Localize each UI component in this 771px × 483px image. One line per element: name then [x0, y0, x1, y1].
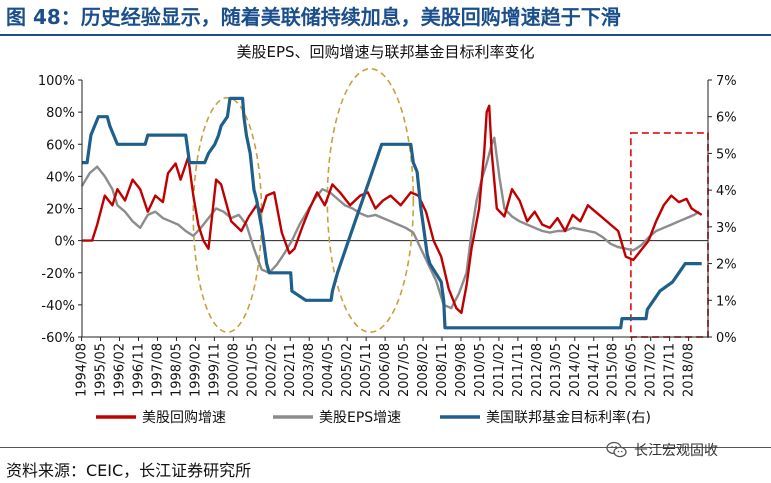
- right-tick-label: 7%: [716, 74, 737, 89]
- x-tick-label: 2008/11: [435, 343, 450, 397]
- x-tick-label: 2003/08: [302, 343, 317, 397]
- left-tick-label: -20%: [41, 267, 75, 282]
- x-tick-label: 2004/05: [321, 343, 336, 397]
- x-tick-label: 1996/11: [131, 343, 146, 397]
- x-tick-label: 2014/02: [568, 343, 583, 397]
- x-tick-label: 2016/05: [625, 343, 640, 397]
- left-tick-label: 20%: [46, 203, 75, 218]
- series-line-0: [82, 104, 703, 315]
- right-tick-label: 1%: [716, 294, 737, 309]
- right-tick-label: 6%: [716, 111, 737, 126]
- right-tick-label: 0%: [716, 331, 737, 346]
- left-tick-label: 40%: [46, 170, 75, 185]
- x-tick-label: 2011/11: [511, 343, 526, 397]
- x-tick-label: 2011/02: [492, 343, 507, 397]
- x-tick-label: 1996/02: [113, 343, 128, 397]
- x-tick-label: 1997/08: [150, 343, 165, 397]
- x-tick-label: 2009/08: [454, 343, 469, 397]
- left-tick-label: -40%: [41, 299, 75, 314]
- x-tick-label: 1999/02: [188, 343, 203, 397]
- watermark-text: 长江宏观固收: [634, 443, 718, 459]
- right-tick-label: 4%: [716, 184, 737, 199]
- legend: 美股回购增速 美股EPS增速 美国联邦基金目标利率(右): [96, 409, 651, 426]
- x-tick-label: 1994/08: [75, 343, 90, 397]
- x-tick-label: 2015/08: [606, 343, 621, 397]
- x-tick-label: 2008/02: [416, 343, 431, 397]
- x-tick-label: 2005/11: [359, 343, 374, 397]
- left-tick-label: -60%: [41, 331, 75, 346]
- x-tick-label: 2017/11: [663, 343, 678, 397]
- x-tick-label: 2001/05: [245, 343, 260, 397]
- series-line-1: [80, 136, 700, 310]
- x-tick-label: 2000/08: [226, 343, 241, 397]
- left-tick-label: 80%: [46, 106, 75, 121]
- axes: -60% -40% -20% 0% 20% 40% 60% 80% 100% 0% 1% 2% 3% 4%…: [38, 74, 737, 397]
- x-tick-label: 2007/05: [397, 343, 412, 397]
- left-tick-label: 0%: [54, 235, 75, 250]
- x-tick-label: 1998/05: [169, 343, 184, 397]
- x-tick-label: 2002/11: [283, 343, 298, 397]
- x-tick-label: 2005/02: [340, 343, 355, 397]
- figure-title: 图 48：历史经验显示，随着美联储持续加息，美股回购增速趋于下滑: [6, 5, 621, 29]
- left-tick-label: 60%: [46, 138, 75, 153]
- x-tick-label: 2018/08: [682, 343, 697, 397]
- x-tick-label: 2002/02: [264, 343, 279, 397]
- highlight-box: [629, 132, 709, 338]
- right-tick-label: 3%: [716, 221, 737, 236]
- x-tick-label: 1999/11: [207, 343, 222, 397]
- source-note: 资料来源：CEIC，长江证券研究所: [6, 461, 252, 480]
- watermark: 长江宏观固收: [606, 438, 766, 462]
- left-tick-label: 100%: [38, 74, 75, 89]
- legend-label: 美股EPS增速: [319, 410, 401, 426]
- title-rule: [0, 34, 771, 36]
- x-tick-label: 2013/05: [549, 343, 564, 397]
- x-tick-label: 2017/02: [644, 343, 659, 397]
- legend-label: 美国联邦基金目标利率(右): [486, 409, 651, 426]
- wechat-icon: [606, 441, 627, 458]
- chart: -60% -40% -20% 0% 20% 40% 60% 80% 100% 0% 1% 2% 3% 4%…: [38, 67, 737, 426]
- series-lines: [80, 96, 703, 330]
- x-tick-label: 2006/08: [378, 343, 393, 397]
- x-tick-label: 1995/05: [94, 343, 109, 397]
- bottom-rule: [0, 447, 771, 448]
- x-tick-label: 2014/11: [587, 343, 602, 397]
- chart-title: 美股EPS、回购增速与联邦基金目标利率变化: [236, 43, 535, 61]
- right-tick-label: 5%: [716, 147, 737, 162]
- right-tick-label: 2%: [716, 258, 737, 273]
- series-line-2: [82, 96, 702, 330]
- legend-label: 美股回购增速: [142, 410, 226, 426]
- x-tick-label: 2012/08: [530, 343, 545, 397]
- highlight-ellipse: [192, 96, 263, 333]
- x-tick-label: 2010/05: [473, 343, 488, 397]
